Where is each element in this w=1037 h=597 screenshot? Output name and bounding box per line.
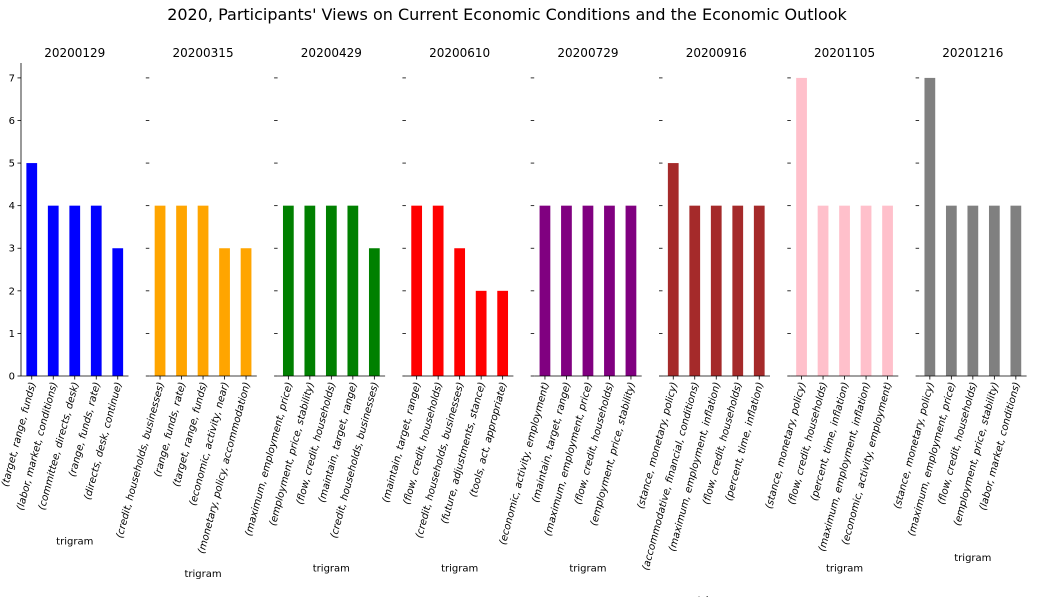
panel-20200129: 20200129(target, range, funds)(labor, ma… — [0, 46, 129, 548]
bar — [860, 205, 872, 376]
bar — [604, 205, 615, 376]
bar — [667, 163, 679, 376]
y-tick-label: 5 — [9, 159, 15, 170]
bar — [625, 205, 637, 376]
x-axis-label: trigram — [56, 537, 93, 548]
panel-20200429: 20200429(maximum, employment, price)(emp… — [243, 46, 386, 575]
bar — [90, 205, 102, 376]
bar — [112, 248, 124, 376]
bar — [154, 205, 166, 376]
bar — [839, 205, 850, 376]
bar — [1010, 205, 1022, 376]
x-axis-label: trigram — [698, 596, 735, 597]
panel-title: 20200315 — [173, 46, 234, 60]
panel-20201105: 20201105(stance, monetary, policy)(flow,… — [764, 46, 899, 575]
panel-20200315: 20200315(credit, households, businesses)… — [115, 46, 257, 580]
y-tick-label: 7 — [9, 73, 15, 84]
bar — [710, 205, 722, 376]
y-tick-label: 6 — [9, 116, 15, 127]
y-tick-label: 2 — [9, 286, 15, 297]
bar — [432, 205, 444, 376]
chart-panels: 20200129(target, range, funds)(labor, ma… — [0, 46, 1027, 597]
y-tick-label: 0 — [9, 372, 15, 383]
bar — [282, 205, 294, 376]
bar — [240, 248, 252, 376]
bar — [497, 290, 509, 376]
panel-20201216: 20201216(stance, monetary, policy)(maxim… — [892, 46, 1027, 564]
bar — [988, 205, 1000, 376]
bar — [732, 205, 744, 376]
panel-20200916: 20200916(stance, monetary, policy)(accom… — [636, 46, 770, 597]
bar — [753, 205, 765, 376]
panel-title: 20200916 — [686, 46, 747, 60]
y-tick-label: 4 — [9, 201, 15, 212]
panel-title: 20200129 — [44, 46, 105, 60]
bar — [176, 205, 187, 376]
x-axis-label: trigram — [826, 564, 863, 575]
panel-20200610: 20200610(maintain, target, range)(flow, … — [381, 46, 514, 575]
panel-title: 20200610 — [429, 46, 490, 60]
x-axis-label: trigram — [184, 569, 221, 580]
bar — [454, 248, 466, 376]
bar — [69, 205, 81, 376]
bar — [411, 205, 423, 376]
bar — [945, 205, 957, 376]
bar — [689, 205, 701, 376]
bar — [219, 248, 230, 376]
y-tick-label: 1 — [9, 329, 15, 340]
bar — [796, 77, 807, 377]
x-axis-label: trigram — [569, 564, 606, 575]
panel-title: 20200429 — [301, 46, 362, 60]
bar — [47, 205, 59, 376]
bar — [561, 205, 572, 376]
bar — [817, 205, 829, 376]
bar — [539, 205, 551, 376]
y-tick-label: 3 — [9, 244, 15, 255]
bar — [347, 205, 359, 376]
x-axis-label: trigram — [954, 553, 991, 564]
panel-title: 20201216 — [942, 46, 1003, 60]
panel-20200729: 20200729(economic, activity, employment)… — [498, 46, 642, 575]
bar — [967, 205, 979, 376]
bar — [197, 205, 209, 376]
bar — [882, 205, 893, 376]
bar — [924, 77, 936, 377]
panel-title: 20201105 — [814, 46, 875, 60]
bar — [475, 290, 487, 376]
bar — [368, 248, 380, 376]
bar — [325, 205, 337, 376]
x-axis-label: trigram — [441, 564, 478, 575]
x-axis-label: trigram — [313, 564, 350, 575]
bar — [26, 163, 38, 376]
bar — [582, 205, 594, 376]
panel-title: 20200729 — [557, 46, 618, 60]
bar — [304, 205, 316, 376]
chart-title: 2020, Participants' Views on Current Eco… — [167, 5, 847, 24]
